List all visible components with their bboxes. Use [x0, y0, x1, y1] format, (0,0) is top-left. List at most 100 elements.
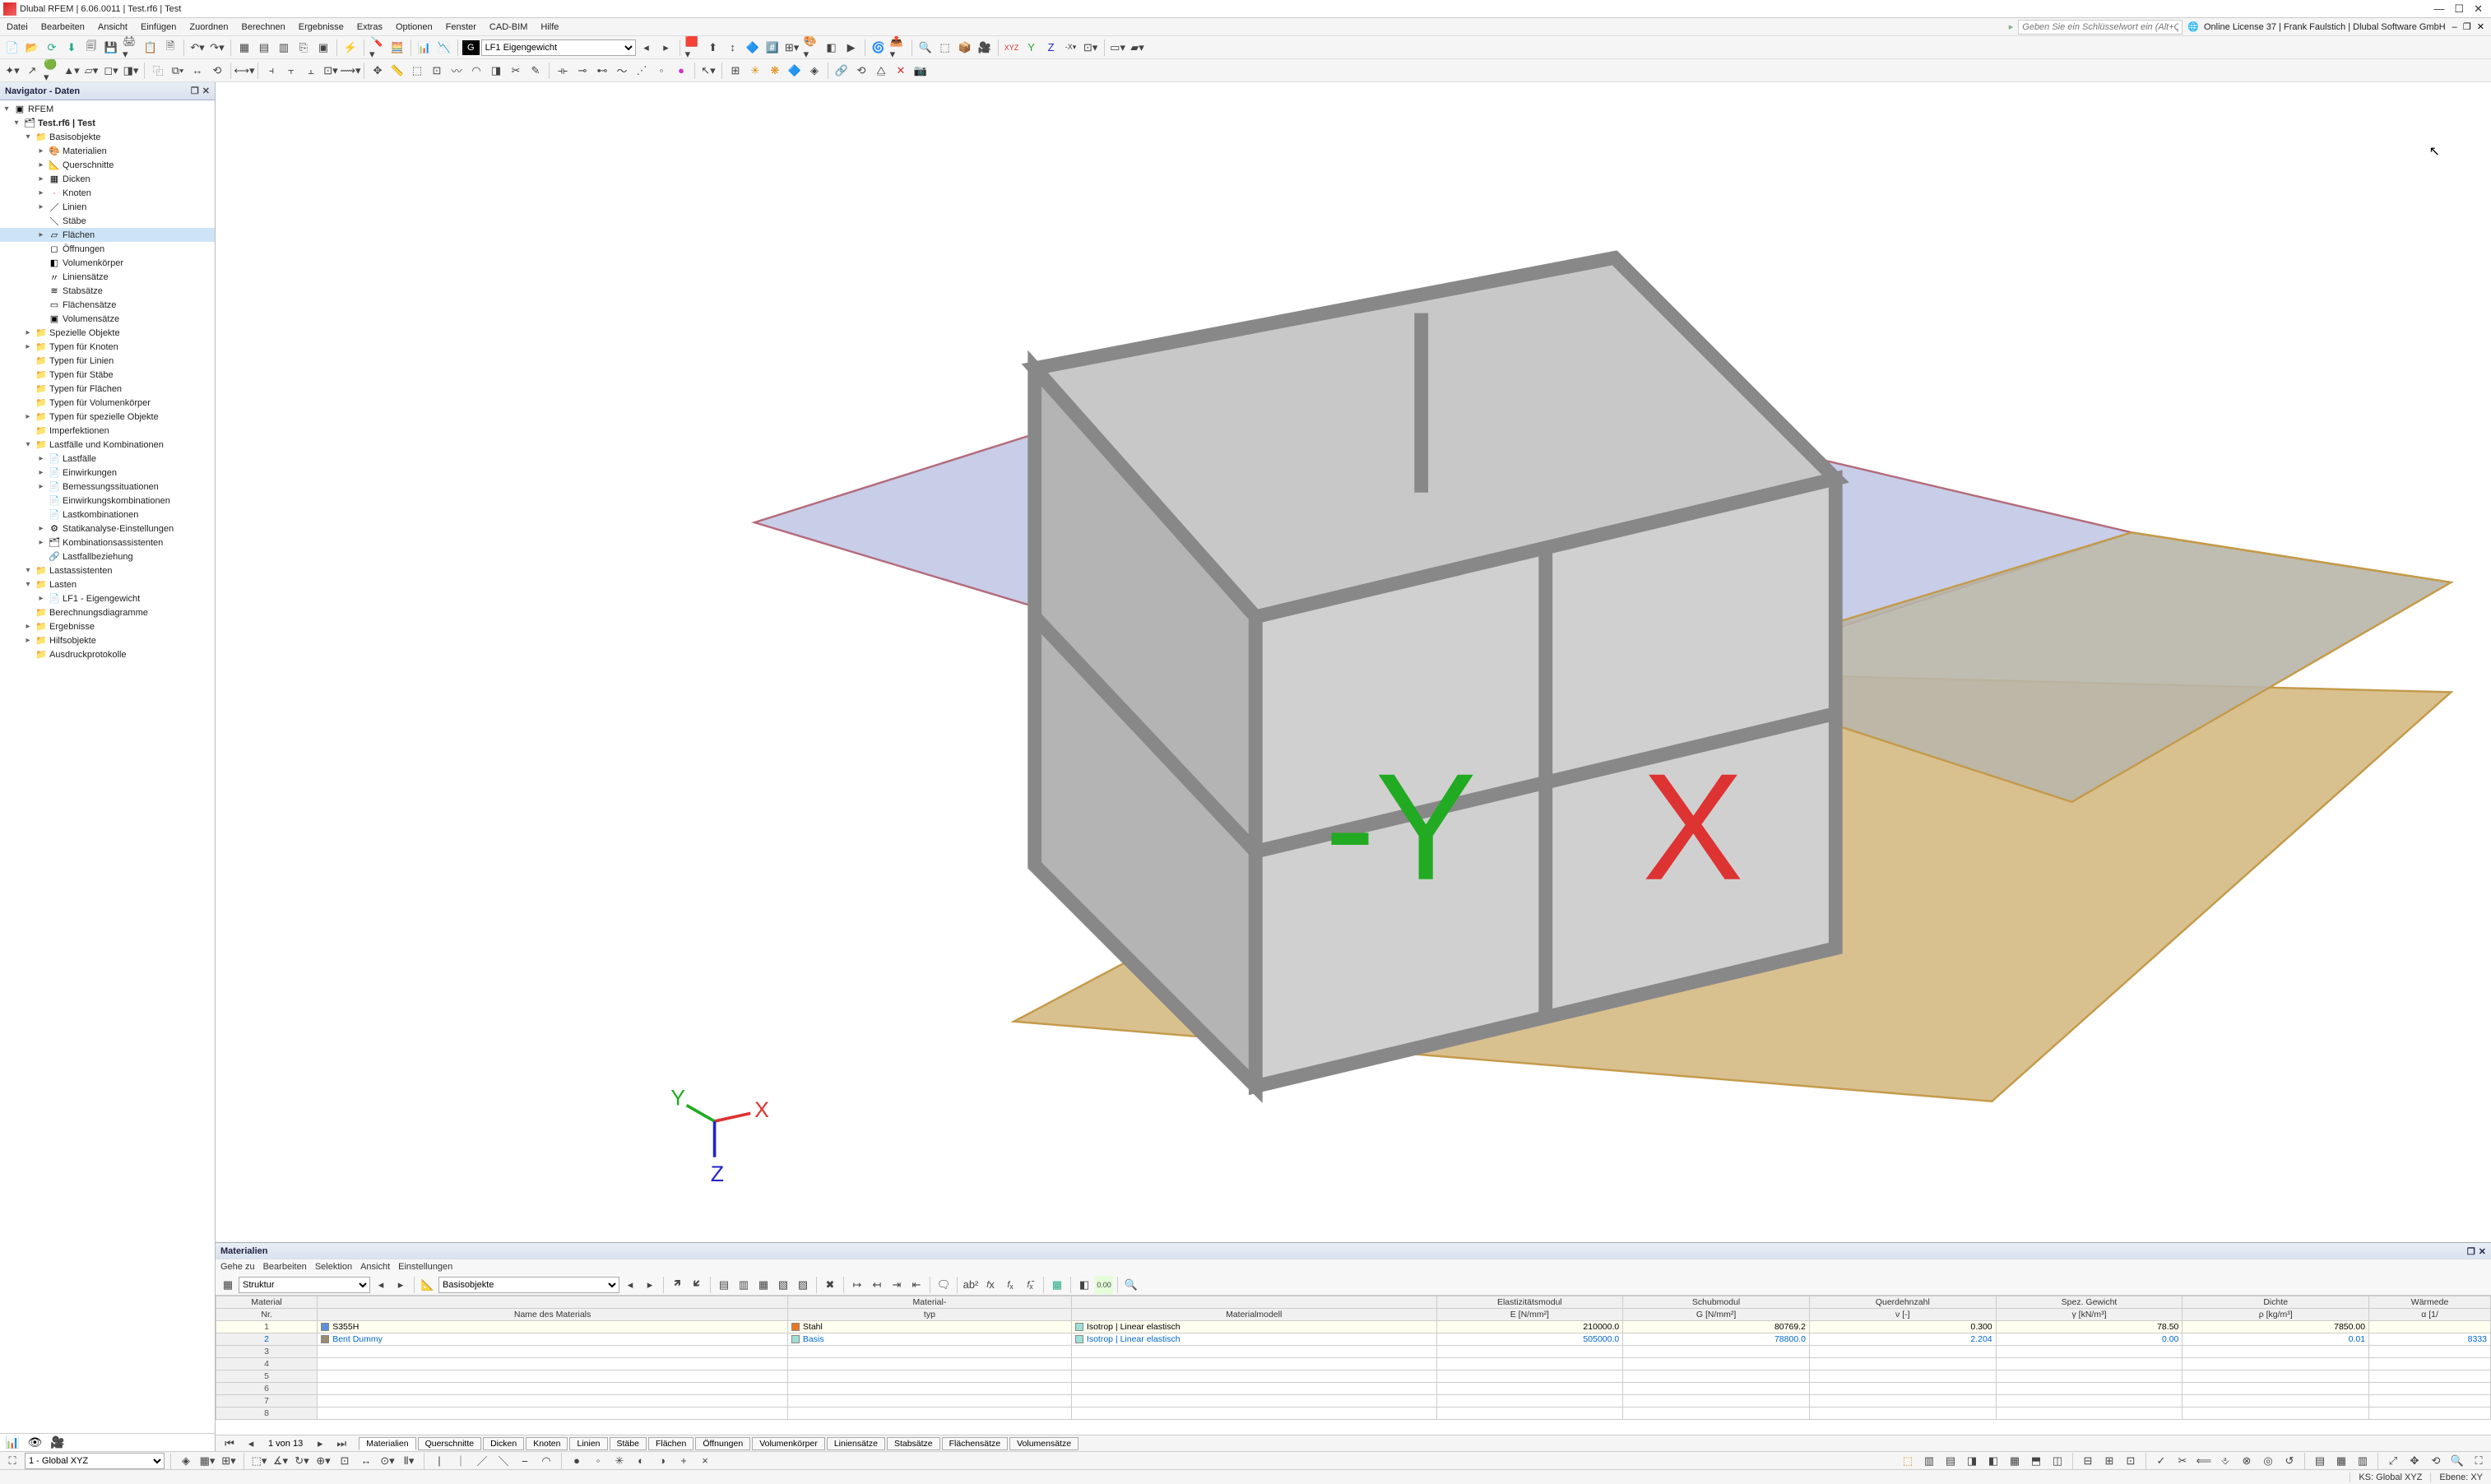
hinge-tool[interactable]: ⊸: [573, 62, 591, 80]
axis-z-button[interactable]: Z: [1042, 39, 1060, 57]
sb-r22[interactable]: ⤢: [2384, 1452, 2402, 1470]
tree-item[interactable]: ▸🗂Kombinationsassistenten: [0, 536, 215, 550]
tbl-prev[interactable]: ◂: [242, 1435, 260, 1453]
tp-menu-gehe zu[interactable]: Gehe zu: [220, 1262, 255, 1272]
sb-b15[interactable]: ＼: [494, 1452, 513, 1470]
align-more-tool[interactable]: ⊡▾: [322, 62, 340, 80]
sb-r6[interactable]: ▦: [2006, 1452, 2024, 1470]
sb-b9[interactable]: ↔: [357, 1452, 375, 1470]
wind-tool-button[interactable]: 🌀: [870, 39, 888, 57]
table-close[interactable]: ✕: [2479, 1246, 2486, 1257]
sb-r5[interactable]: ◧: [1984, 1452, 2002, 1470]
table-tab-stäbe[interactable]: Stäbe: [610, 1437, 647, 1450]
load-graphic-button[interactable]: 🔷: [744, 39, 762, 57]
view-delete-button[interactable]: ✕: [892, 62, 910, 80]
tree-item[interactable]: ≋Stabsätze: [0, 284, 215, 298]
tbl-sel2[interactable]: 🡿: [688, 1276, 706, 1294]
lc-wizard-button[interactable]: 🧮: [388, 39, 406, 57]
sb-r26[interactable]: ⛶: [2470, 1452, 2488, 1470]
solid-tool-button[interactable]: ◨▾: [122, 62, 140, 80]
menu-optionen[interactable]: Optionen: [389, 20, 439, 35]
table-tab-öffnungen[interactable]: Öffnungen: [695, 1437, 750, 1450]
save-button[interactable]: 💾: [102, 39, 120, 57]
navigation-cube[interactable]: -Y X: [216, 92, 2476, 1242]
table-tab-volumensätze[interactable]: Volumensätze: [1009, 1437, 1079, 1450]
tp-menu-ansicht[interactable]: Ansicht: [360, 1262, 390, 1272]
table-tab-materialien[interactable]: Materialien: [359, 1437, 415, 1450]
line-tool-button[interactable]: ↗: [23, 62, 41, 80]
sb-r4[interactable]: ◨: [1963, 1452, 1981, 1470]
grid-button[interactable]: ⊞▾: [783, 39, 801, 57]
sb-b21[interactable]: ◐: [632, 1452, 650, 1470]
tree-item[interactable]: 🔗Lastfallbeziehung: [0, 550, 215, 563]
undo-button[interactable]: ↶▾: [188, 39, 206, 57]
navigator-close[interactable]: ✕: [202, 86, 210, 96]
tbl-fx4[interactable]: fₓ̄: [1021, 1276, 1039, 1294]
sb-r9[interactable]: ⊟: [2079, 1452, 2097, 1470]
opening-tool-button[interactable]: ◻▾: [102, 62, 120, 80]
tbl-xls[interactable]: ▦: [1048, 1276, 1066, 1294]
mesh-check-button[interactable]: 🔷: [786, 62, 804, 80]
sb-r7[interactable]: ⬒: [2027, 1452, 2045, 1470]
tree-item[interactable]: 📄Einwirkungskombinationen: [0, 494, 215, 508]
sb-r8[interactable]: ◫: [2048, 1452, 2067, 1470]
member-tool-button[interactable]: 🟢▾: [43, 62, 61, 80]
axis-neg-x-button[interactable]: -X▾: [1062, 39, 1080, 57]
navigator-tree[interactable]: ▾▣RFEM▾🗂Test.rf6 | Test▾📁Basisobjekte▸🎨M…: [0, 100, 215, 1433]
tbl-fx1[interactable]: ab²: [962, 1276, 980, 1294]
tree-item[interactable]: ▸▦Dicken: [0, 172, 215, 186]
sb-b13[interactable]: ｜: [452, 1452, 470, 1470]
tbl-last[interactable]: ⏭: [332, 1435, 350, 1453]
extend-tool[interactable]: ⟿▾: [341, 62, 360, 80]
perspective-button[interactable]: 🎥: [976, 39, 994, 57]
menu-einfügen[interactable]: Einfügen: [134, 20, 183, 35]
mesh-show-button[interactable]: ⊞: [726, 62, 745, 80]
tree-item[interactable]: ▸📁Typen für spezielle Objekte: [0, 410, 215, 424]
filter1-button[interactable]: 🟥▾: [684, 39, 703, 57]
tree-item[interactable]: 📁Typen für Stäbe: [0, 368, 215, 382]
sb-r20[interactable]: ▦: [2332, 1452, 2350, 1470]
tbl-in[interactable]: ↤: [868, 1276, 886, 1294]
sb-b6[interactable]: ↻▾: [293, 1452, 311, 1470]
table-grid-container[interactable]: MaterialMaterial-ElastizitätsmodulSchubm…: [216, 1296, 2491, 1435]
sb-r24[interactable]: ⟲: [2427, 1452, 2445, 1470]
keyword-trigger-icon[interactable]: ▸: [2009, 21, 2014, 32]
sb-b7[interactable]: ⊕▾: [314, 1452, 332, 1470]
tree-item[interactable]: ▸📄Bemessungssituationen: [0, 480, 215, 494]
sb-r10[interactable]: ⊞: [2100, 1452, 2118, 1470]
zoom-extents-button[interactable]: 🔍: [916, 39, 935, 57]
sb-b12[interactable]: |: [430, 1452, 448, 1470]
surface-tool-button[interactable]: ▱▾: [82, 62, 100, 80]
ns-tool[interactable]: ⋰: [633, 62, 651, 80]
arc-tool[interactable]: ◠: [467, 62, 485, 80]
tbl-del[interactable]: ✖: [821, 1276, 839, 1294]
sb-r17[interactable]: ◎: [2259, 1452, 2277, 1470]
point-load-tool[interactable]: ●: [672, 62, 690, 80]
tree-item[interactable]: ▸·Knoten: [0, 186, 215, 200]
tree-item[interactable]: ▸📁Spezielle Objekte: [0, 326, 215, 340]
numbering-button[interactable]: #️⃣: [763, 39, 782, 57]
minimize-button[interactable]: —: [2433, 2, 2444, 16]
tree-item[interactable]: ▸⚙Statikanalyse-Einstellungen: [0, 522, 215, 536]
tree-item[interactable]: ▸🎨Materialien: [0, 144, 215, 158]
sb-r2[interactable]: ▥: [1920, 1452, 1938, 1470]
section-button[interactable]: ◧: [823, 39, 841, 57]
sb-r3[interactable]: ▤: [1941, 1452, 1960, 1470]
tree-item[interactable]: ▾▣RFEM: [0, 102, 215, 116]
nav-tab-views[interactable]: 🎥: [50, 1435, 64, 1449]
mesh-gen-button[interactable]: ✳: [746, 62, 764, 80]
sb-b3[interactable]: ⊞▾: [220, 1452, 238, 1470]
nav-tab-data[interactable]: 📊: [5, 1435, 19, 1449]
nav-tab-display[interactable]: 👁: [27, 1435, 42, 1449]
cs-icon[interactable]: ⛶: [3, 1452, 21, 1470]
mesh-refine-button[interactable]: ❋: [766, 62, 784, 80]
mdi-restore[interactable]: ❐: [2461, 22, 2473, 32]
tree-item[interactable]: ▸📄LF1 - Eigengewicht: [0, 591, 215, 605]
redo-button[interactable]: ↷▾: [208, 39, 226, 57]
tbl-g5[interactable]: ▨: [794, 1276, 812, 1294]
struct-icon[interactable]: ▦: [219, 1276, 237, 1294]
tree-item[interactable]: ▸📁Ergebnisse: [0, 619, 215, 633]
sb-r25[interactable]: 🔍: [2448, 1452, 2466, 1470]
tp-menu-selektion[interactable]: Selektion: [315, 1262, 352, 1272]
sb-b8[interactable]: ⊡: [336, 1452, 354, 1470]
